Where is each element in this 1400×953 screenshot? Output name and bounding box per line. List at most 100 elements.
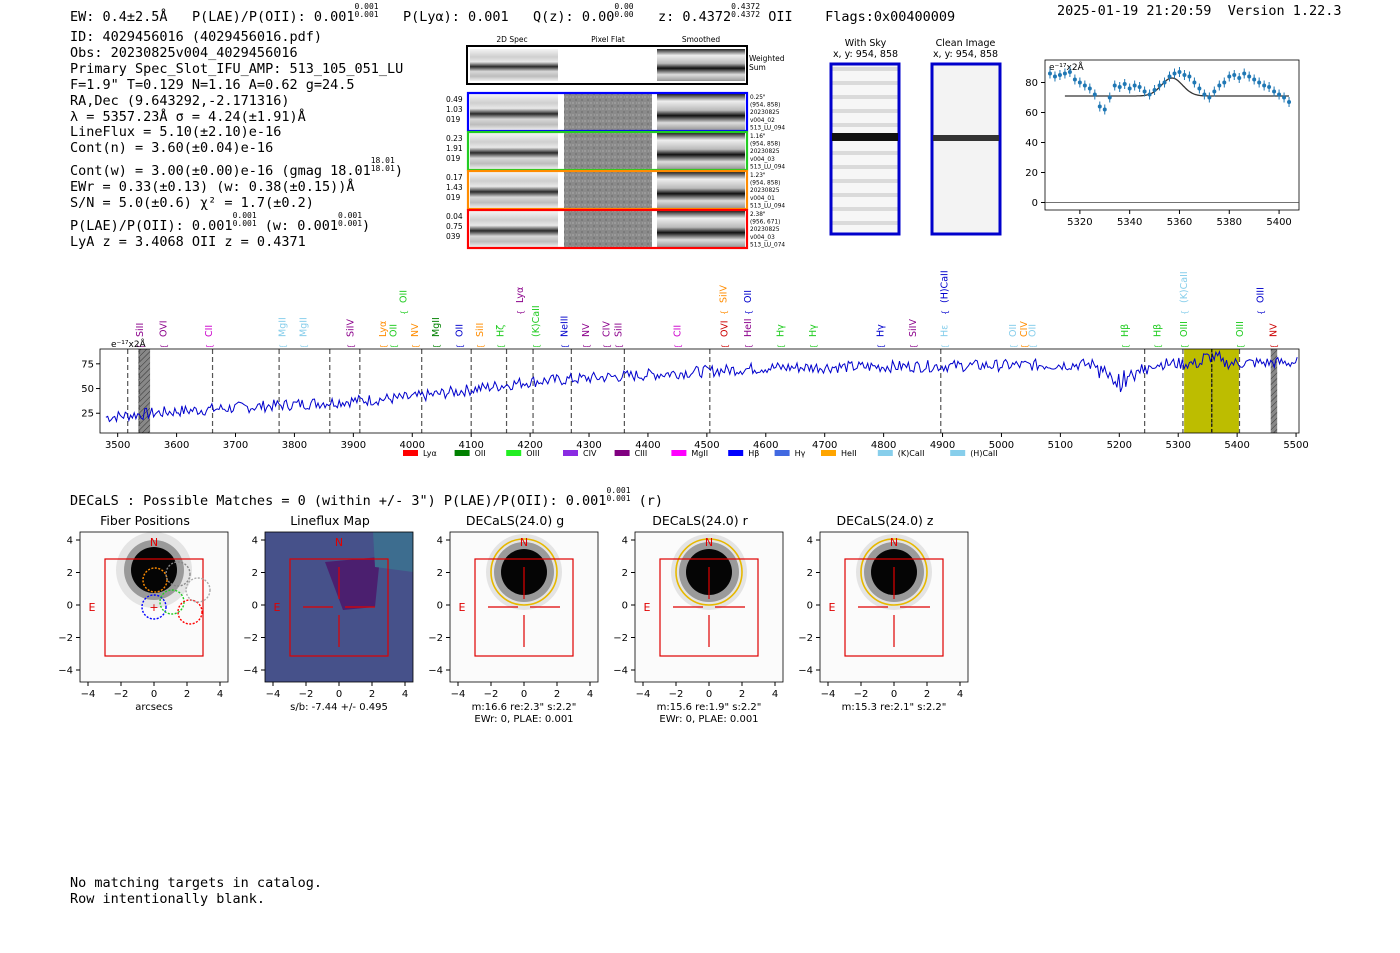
spectrum-xtick-label: 4100 [458,440,483,451]
panel-caption: EWr: 0, PLAE: 0.001 [659,714,758,725]
line-label: CIV { [1019,321,1030,349]
col-header-smoothed: Smoothed [682,35,721,44]
zoom-axes-frame [1044,59,1300,211]
legend-swatch [614,450,630,456]
cutout-row-meta: 20230825 [750,149,780,155]
line-label: Hβ { [1120,324,1131,349]
line-label-text: OVI [159,320,170,337]
line-label: MgII { [431,317,442,349]
zoom-xtick-label: 5320 [1067,217,1092,228]
line-label: OVI { [720,320,731,349]
line-label-text: Lyα [515,287,526,303]
fiber-circle [142,567,168,593]
panel-ytick-label: 2 [252,568,258,579]
zoom-ytick-label: 0 [1032,198,1038,209]
zoom-point [1257,80,1262,85]
col-header-2dspec: 2D Spec [496,35,527,44]
zoom-model-curve [1064,77,1289,97]
legend-swatch [563,450,578,456]
line-label-brace: { [721,344,730,347]
east-label: E [89,601,96,614]
legend-label: (K)CaII [898,449,925,458]
cutout-row-value: 0.23 [446,134,463,143]
weighted-sum-label: Weighted [749,54,785,63]
panel-ytick-label: 2 [622,568,628,579]
cutout-pixelflat [564,133,652,169]
zoom-ytick-label: 80 [1025,78,1038,89]
north-label: N [150,536,158,549]
spectrum-xtick-label: 4000 [400,440,425,451]
panel-caption: EWr: 0, PLAE: 0.001 [474,714,573,725]
cutout-row-meta: v004_03 [750,157,775,163]
zoom-point [1072,77,1077,82]
spectrum-xtick-label: 5500 [1283,440,1308,451]
line-labels: SiII {OVI {CII {MgII {MgII {SiIV {Lyα {OII {OII {… [0,255,1400,349]
sky-clean-images [829,62,1002,236]
info-radec: RA,Dec (9.643292,-2.171316) [70,92,290,109]
spectrum-xtick-label: 3800 [282,440,307,451]
cutout-row-meta: 2.38" [750,212,766,218]
cutout-row-meta: v004_02 [750,118,775,124]
line-label: MgII { [278,317,289,349]
info-obs: Obs: 20230825v004_4029456016 [70,44,298,61]
cutout-row-value: 1.91 [446,144,463,153]
zoom-point [1272,89,1277,94]
panel-xtick-label: 4 [772,689,778,700]
cutout-smoothed [657,172,745,208]
zoom-point [1097,104,1102,109]
panel-xtick-label: 4 [587,689,593,700]
line-label-brace: { [160,344,169,347]
line-label-brace: { [744,344,753,347]
panel-ytick-label: −4 [428,666,443,677]
galaxy-core [131,547,177,593]
legend-swatch [877,450,893,456]
cutout-row-meta: 513_LU_094 [750,164,785,170]
cutout-row-value: 0.04 [446,212,463,221]
zoom-point [1212,89,1217,94]
line-label: OIII { [1235,321,1246,349]
col-header-pixelflat: Pixel Flat [591,35,625,44]
east-label: E [459,601,466,614]
cutout-row-meta: 513_LU_094 [750,125,785,131]
zoom-point [1127,86,1132,91]
zoom-ytick-label: 20 [1025,168,1038,179]
full-spectrum-chart: e⁻¹⁷x2Å 3500 3600 3700 3800 3900 4000 4100 4200… [81,338,1309,458]
legend-item: Lyα [403,449,437,458]
search-box [844,558,944,657]
line-label: (K)CaII { [531,305,542,349]
info-lambda: λ = 5357.23Å σ = 4.24(±1.91)Å [70,108,306,125]
zoom-point [1147,92,1152,97]
panel-ytick-label: −2 [243,633,258,644]
line-label: NeIII { [559,316,570,349]
panel-ytick-label: −4 [243,666,258,677]
header-z: z: 0.4372 [657,9,732,25]
zoom-unit-label: e⁻¹⁷x2Å [1049,61,1085,73]
cutout-smoothed [657,211,745,247]
zoom-point [1242,71,1247,76]
line-label-text: Hγ [808,324,819,337]
line-label-brace: { [940,310,949,315]
panel-xtick-label: 2 [554,689,560,700]
zoom-ytick-label: 60 [1025,108,1038,119]
panel-ytick-label: −4 [58,666,73,677]
panel-ytick-label: 2 [67,568,73,579]
imaging-panel: DECaLS(24.0) r N E −4 4 −2 2 0 0 2 −2 4 −4 m:15.6 re:… [613,513,784,725]
line-label-brace: { [497,344,506,347]
decals-title: DECaLS : Possible Matches = 0 (within +/… [70,486,664,510]
cutout-row-value: 1.43 [446,183,463,192]
zoom-point [1277,92,1282,97]
spectrum-xtick-label: 4900 [930,440,955,451]
panel-xtick-label: −2 [854,689,869,700]
zoom-point [1167,74,1172,79]
search-box [659,558,759,657]
line-label-brace: { [1020,344,1029,347]
line-label-text: OII [1028,324,1039,337]
legend-label: HeII [841,449,857,458]
line-label: (K)CaII { [1179,271,1190,315]
zoom-point [1192,80,1197,85]
zoom-point [1267,85,1272,89]
line-label: OVI { [159,320,170,349]
clean-image [930,62,1002,236]
